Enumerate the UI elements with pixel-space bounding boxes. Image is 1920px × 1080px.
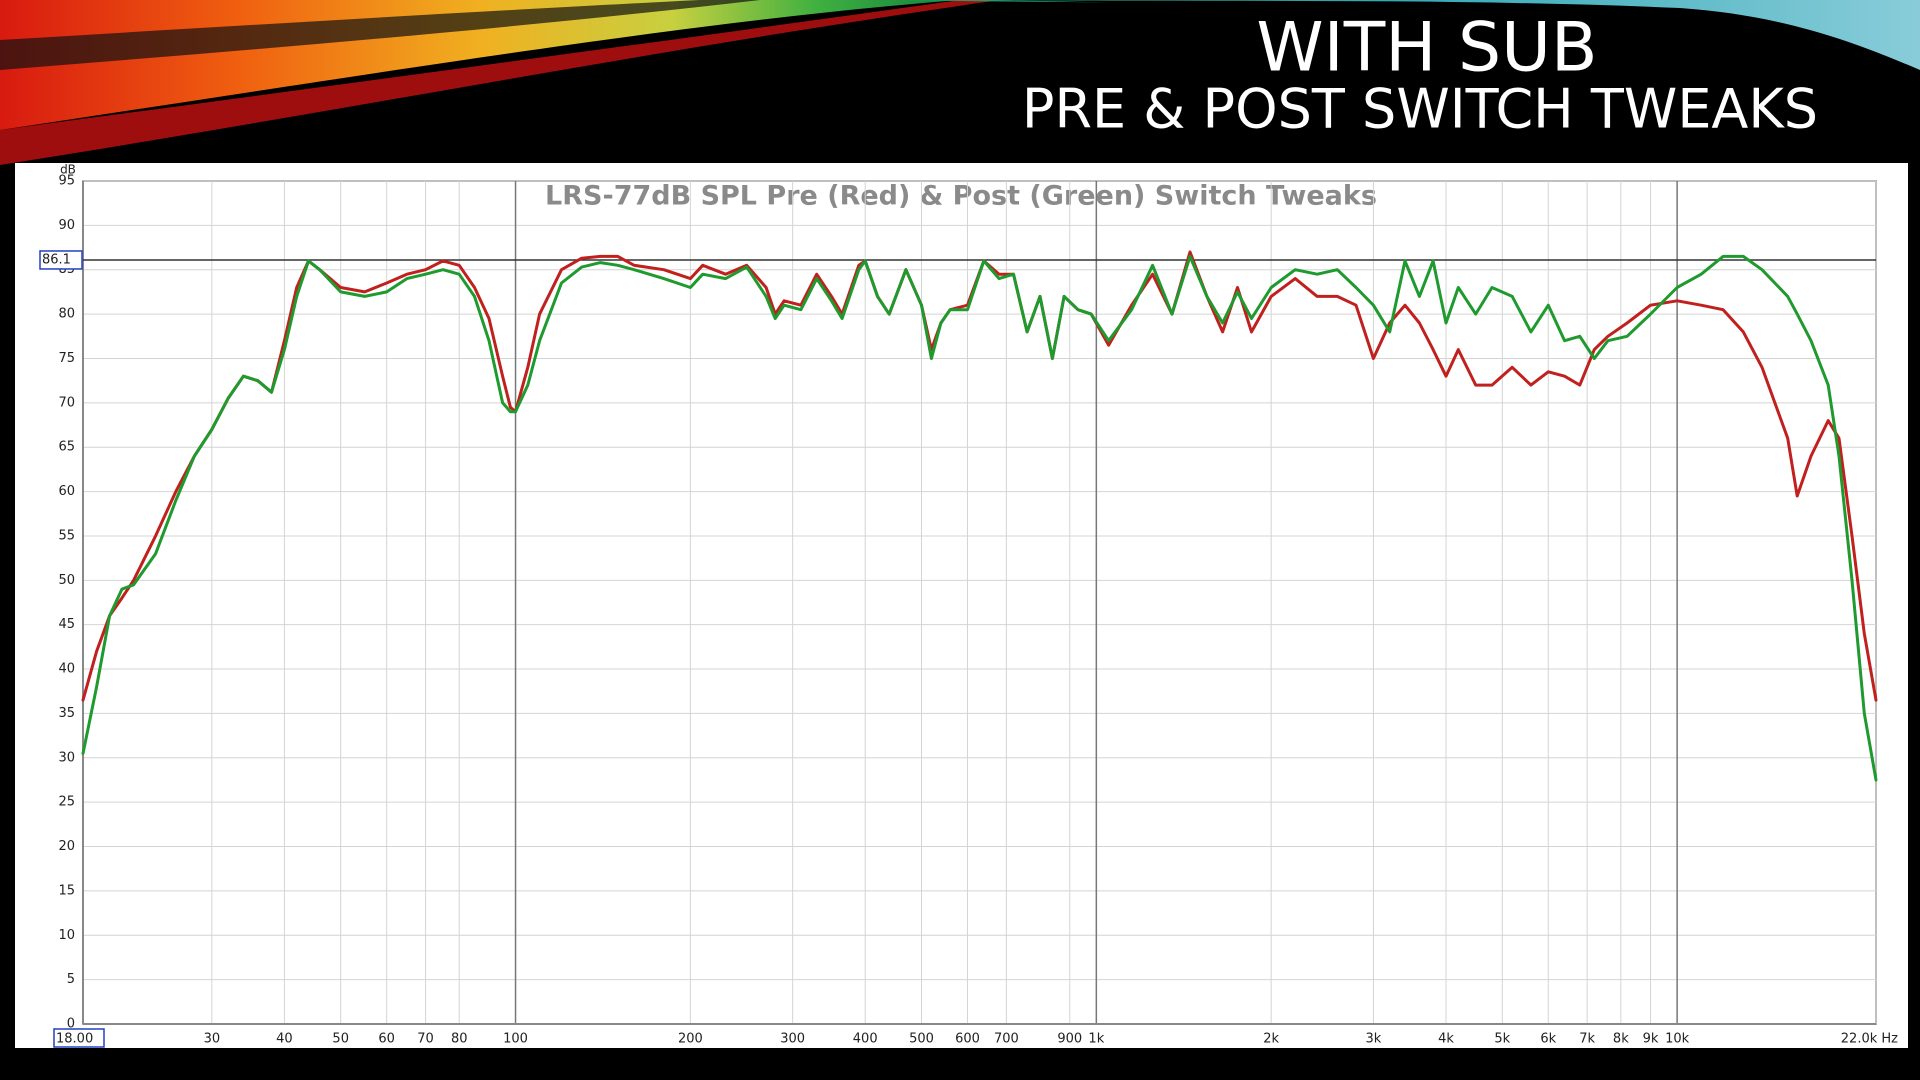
x-tick-label: 100	[503, 1032, 528, 1047]
y-tick-label: 0	[67, 1017, 75, 1032]
swoosh	[0, 0, 1000, 165]
x-tick-label: 4k	[1438, 1032, 1454, 1047]
x-tick-label: 900	[1057, 1032, 1082, 1047]
y-tick-label: 20	[58, 839, 75, 854]
y-tick-label: 10	[58, 928, 75, 943]
x-tick-label: 500	[909, 1032, 934, 1047]
reference-box	[39, 250, 83, 270]
slide-subtitle: PRE & POST SWITCH TWEAKS	[1022, 78, 1818, 141]
y-axis-label: dB	[60, 163, 76, 177]
chart-title: LRS-77dB SPL Pre (Red) & Post (Green) Sw…	[545, 181, 1377, 212]
plot-area	[82, 180, 1877, 1025]
x-tick-label: 30	[204, 1032, 221, 1047]
y-tick-label: 35	[58, 706, 75, 721]
x-tick-label: 600	[955, 1032, 980, 1047]
x-tick-label: 200	[678, 1032, 703, 1047]
x-tick-label: 6k	[1540, 1032, 1556, 1047]
y-tick-label: 50	[58, 573, 75, 588]
x-tick-label: 10k	[1665, 1032, 1690, 1047]
y-tick-label: 75	[58, 351, 75, 366]
x-tick-label: 9k	[1643, 1032, 1659, 1047]
x-tick-label: 7k	[1579, 1032, 1595, 1047]
x-tick-label: 700	[994, 1032, 1019, 1047]
y-tick-label: 45	[58, 617, 75, 632]
y-tick-label: 55	[58, 528, 75, 543]
y-tick-label: 60	[58, 484, 75, 499]
x-tick-label: 300	[780, 1032, 805, 1047]
y-tick-label: 95	[58, 174, 75, 189]
x-tick-label: 40	[276, 1032, 293, 1047]
x-start-box	[53, 1028, 105, 1048]
y-tick-label: 90	[58, 218, 75, 233]
x-tick-label: 22.0k Hz	[1841, 1032, 1898, 1047]
x-tick-label: 5k	[1494, 1032, 1510, 1047]
x-tick-label: 80	[451, 1032, 468, 1047]
y-tick-label: 25	[58, 795, 75, 810]
y-tick-label: 80	[58, 307, 75, 322]
x-tick-label: 400	[853, 1032, 878, 1047]
y-tick-label: 30	[58, 750, 75, 765]
y-tick-label: 5	[67, 972, 75, 987]
x-tick-label: 50	[332, 1032, 349, 1047]
x-tick-label: 1k	[1088, 1032, 1104, 1047]
y-tick-label: 15	[58, 883, 75, 898]
y-tick-label: 70	[58, 395, 75, 410]
y-tick-label: 40	[58, 662, 75, 677]
x-tick-label: 8k	[1613, 1032, 1629, 1047]
swoosh-shadow	[0, 0, 760, 70]
x-tick-label: 60	[378, 1032, 395, 1047]
x-tick-label: 2k	[1263, 1032, 1279, 1047]
swoosh	[900, 0, 1920, 80]
x-tick-label: 70	[417, 1032, 434, 1047]
x-tick-label: 3k	[1366, 1032, 1382, 1047]
y-tick-label: 65	[58, 440, 75, 455]
x-tick-label: 18.00	[56, 1032, 93, 1047]
series-line	[81, 254, 1878, 782]
reference-label: 86.1	[42, 252, 71, 267]
slide-title: WITH SUB	[1256, 9, 1597, 88]
